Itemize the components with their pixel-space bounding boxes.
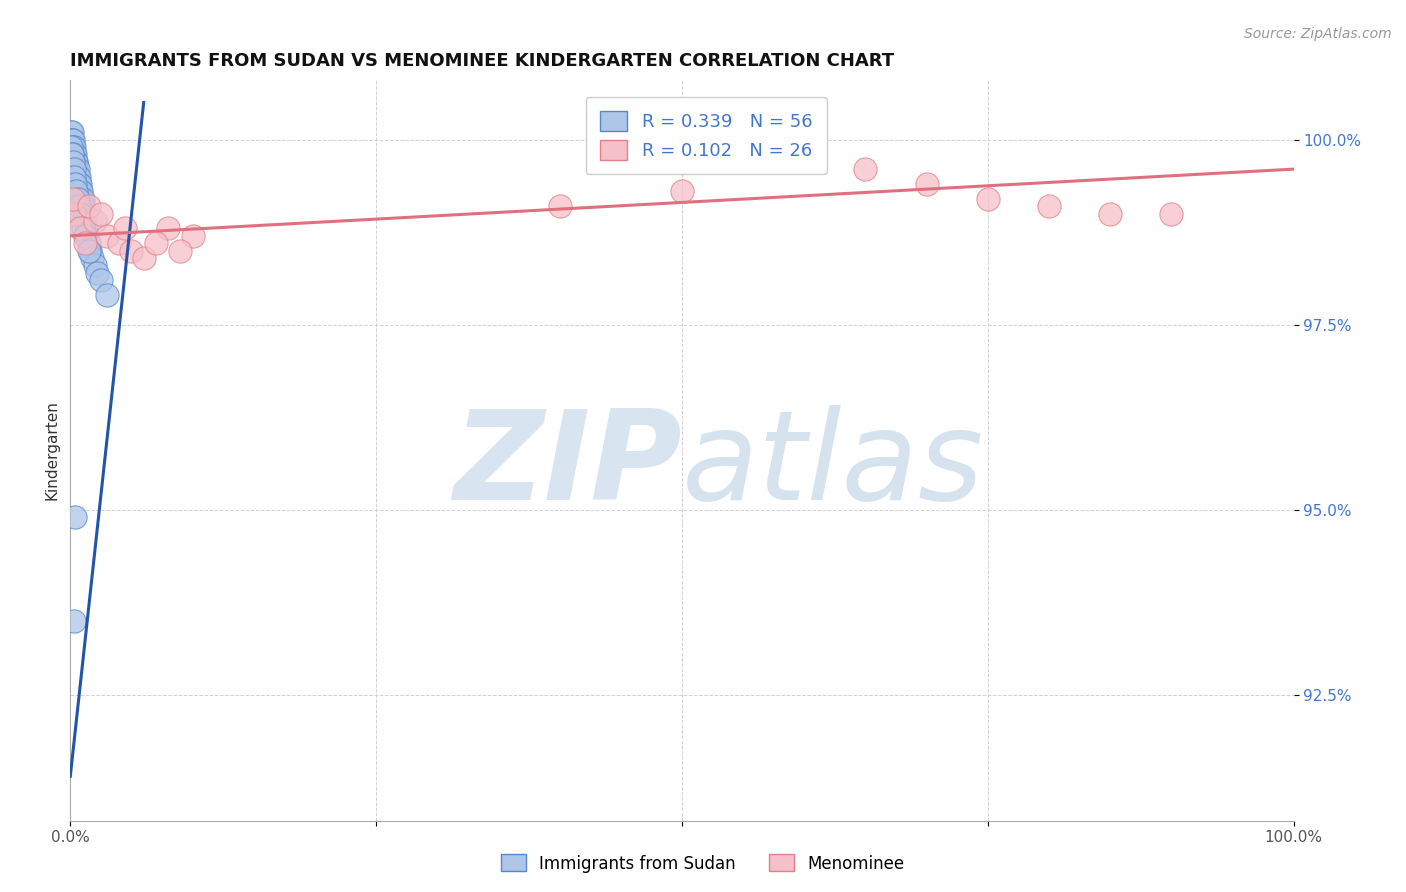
- Point: [1099, 206, 1122, 220]
- Point: [915, 177, 938, 191]
- Point: [63, 162, 86, 177]
- Legend: Immigrants from Sudan, Menominee: Immigrants from Sudan, Menominee: [495, 847, 911, 880]
- Point: [76, 228, 98, 243]
- Point: [793, 154, 815, 169]
- Point: [60, 125, 83, 139]
- Point: [82, 251, 104, 265]
- Point: [73, 206, 96, 220]
- Point: [62, 154, 84, 169]
- Point: [77, 244, 100, 258]
- Point: [60, 132, 83, 146]
- Point: [63, 154, 86, 169]
- Point: [65, 154, 87, 169]
- Point: [63, 162, 86, 177]
- Point: [66, 177, 89, 191]
- Point: [83, 259, 105, 273]
- Point: [733, 147, 755, 161]
- Point: [63, 147, 86, 161]
- Point: [145, 236, 167, 251]
- Point: [121, 244, 143, 258]
- Y-axis label: Kindergarten: Kindergarten: [44, 401, 59, 500]
- Point: [86, 266, 108, 280]
- Point: [60, 147, 83, 161]
- Text: ZIP: ZIP: [453, 405, 682, 525]
- Point: [69, 177, 91, 191]
- Point: [75, 221, 97, 235]
- Point: [70, 185, 93, 199]
- Point: [65, 169, 87, 184]
- Point: [976, 192, 998, 206]
- Text: Source: ZipAtlas.com: Source: ZipAtlas.com: [1244, 27, 1392, 41]
- Point: [1038, 199, 1060, 213]
- Point: [671, 185, 693, 199]
- Point: [63, 154, 86, 169]
- Point: [72, 199, 94, 213]
- Point: [70, 192, 93, 206]
- Point: [60, 147, 83, 161]
- Point: [67, 185, 90, 199]
- Point: [79, 244, 101, 258]
- Point: [63, 510, 86, 524]
- Point: [1160, 206, 1182, 220]
- Point: [67, 199, 90, 213]
- Text: IMMIGRANTS FROM SUDAN VS MENOMINEE KINDERGARTEN CORRELATION CHART: IMMIGRANTS FROM SUDAN VS MENOMINEE KINDE…: [70, 53, 894, 70]
- Point: [60, 132, 83, 146]
- Point: [114, 221, 136, 235]
- Point: [69, 206, 91, 220]
- Text: atlas: atlas: [682, 405, 984, 525]
- Point: [66, 169, 89, 184]
- Point: [72, 192, 94, 206]
- Point: [73, 236, 96, 251]
- Point: [63, 140, 86, 154]
- Point: [108, 236, 131, 251]
- Legend: R = 0.339   N = 56, R = 0.102   N = 26: R = 0.339 N = 56, R = 0.102 N = 26: [586, 96, 827, 175]
- Point: [548, 199, 571, 213]
- Point: [63, 206, 86, 220]
- Point: [90, 273, 112, 287]
- Point: [132, 251, 155, 265]
- Point: [62, 147, 84, 161]
- Point: [83, 214, 105, 228]
- Point: [63, 147, 86, 161]
- Point: [72, 221, 94, 235]
- Point: [90, 206, 112, 220]
- Point: [67, 177, 90, 191]
- Point: [96, 288, 118, 302]
- Point: [65, 154, 87, 169]
- Point: [67, 169, 90, 184]
- Point: [69, 221, 91, 235]
- Point: [77, 236, 100, 251]
- Point: [66, 162, 89, 177]
- Point: [77, 199, 100, 213]
- Point: [65, 162, 87, 177]
- Point: [62, 192, 84, 206]
- Point: [96, 228, 118, 243]
- Point: [855, 162, 877, 177]
- Point: [63, 177, 86, 191]
- Point: [157, 221, 180, 235]
- Point: [65, 185, 87, 199]
- Point: [62, 132, 84, 146]
- Point: [59, 140, 82, 154]
- Point: [73, 214, 96, 228]
- Point: [63, 614, 86, 628]
- Point: [181, 228, 204, 243]
- Point: [66, 192, 89, 206]
- Point: [69, 185, 91, 199]
- Point: [63, 169, 86, 184]
- Point: [73, 228, 96, 243]
- Point: [59, 125, 82, 139]
- Point: [62, 140, 84, 154]
- Point: [169, 244, 191, 258]
